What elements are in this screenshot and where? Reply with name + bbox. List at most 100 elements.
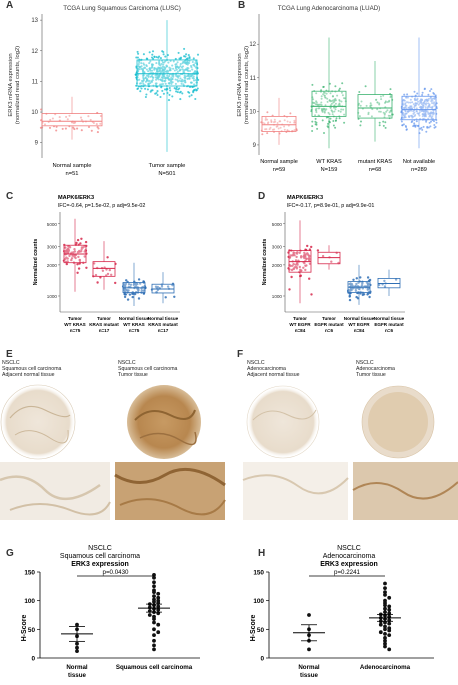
y-tick-label: 11: [32, 79, 39, 85]
data-point: [376, 108, 379, 111]
data-point: [425, 120, 428, 123]
data-point: [338, 102, 341, 105]
data-point: [76, 271, 79, 274]
data-point: [340, 100, 343, 103]
data-point: [156, 630, 161, 635]
data-point: [162, 50, 165, 54]
data-point: [336, 94, 339, 97]
data-point: [358, 102, 360, 105]
data-point: [184, 79, 187, 82]
xlabel1-normal-wt-d: Normal tissue: [344, 316, 375, 321]
box: [311, 90, 347, 117]
data-point: [74, 253, 77, 257]
data-point: [315, 92, 318, 95]
data-point: [152, 590, 156, 594]
data-point: [195, 89, 198, 92]
tma-core-tumor-e: [127, 385, 201, 459]
data-point: [433, 126, 436, 129]
caption-left-f-line2: Adenocarcinoma: [247, 366, 286, 372]
data-point: [150, 80, 153, 84]
data-point: [137, 297, 141, 300]
data-point: [322, 86, 325, 88]
y-tick-label: 1000: [47, 294, 58, 299]
data-point: [320, 95, 323, 98]
caption-right-f-line2: Adenocarcinoma: [356, 366, 395, 372]
data-point: [149, 60, 152, 63]
data-point: [416, 112, 419, 115]
data-point: [293, 121, 296, 124]
chart-panel-h: NSCLC Adenocarcinoma ERK3 expression H-S…: [250, 545, 434, 679]
data-point: [125, 279, 128, 282]
data-point: [383, 586, 387, 590]
data-point: [348, 282, 351, 286]
data-point: [341, 82, 344, 85]
box: [136, 59, 198, 87]
data-point: [425, 130, 428, 133]
data-point: [334, 85, 337, 88]
xlabel2-tumor-mut-c: KRAS mutant: [89, 322, 119, 327]
data-point: [192, 63, 195, 67]
data-point: [305, 264, 308, 267]
data-point: [415, 120, 418, 123]
data-point: [190, 75, 193, 78]
data-point: [387, 628, 392, 633]
panel-letter-d: D: [258, 191, 266, 202]
data-point: [151, 50, 155, 53]
data-point: [154, 67, 157, 70]
data-point: [422, 113, 424, 115]
data-point: [376, 101, 379, 104]
data-point: [425, 115, 427, 118]
data-point: [383, 113, 386, 116]
xlabel-tumor-a: Tumor sample: [149, 163, 186, 169]
data-point: [264, 117, 267, 119]
data-point: [187, 54, 190, 57]
data-point: [403, 106, 406, 109]
ylabel-line2-b: (normalized read counts, log2): [244, 46, 250, 124]
data-point: [411, 101, 414, 104]
xlabel2-tumor-wt-c: WT KRAS: [64, 322, 85, 327]
data-point: [70, 257, 74, 260]
data-point: [101, 269, 105, 272]
data-point: [307, 613, 311, 617]
data-point: [155, 78, 158, 81]
data-point: [383, 590, 387, 594]
data-point: [163, 88, 167, 91]
panel-letter-g: G: [6, 548, 14, 559]
data-point: [298, 265, 301, 269]
data-point: [192, 90, 195, 93]
data-point: [162, 63, 165, 66]
data-point: [147, 70, 150, 73]
data-point: [416, 102, 419, 105]
y-tick-label: 1000: [272, 294, 283, 299]
data-point: [99, 276, 102, 279]
data-point: [359, 276, 362, 279]
data-point: [70, 251, 73, 254]
xcount-normal-a: n=51: [65, 171, 78, 177]
xlabel1-tumor-wt-d: Tumor: [293, 316, 307, 321]
data-point: [311, 125, 314, 128]
data-point: [328, 82, 331, 85]
data-point: [178, 74, 181, 78]
data-point: [433, 124, 436, 126]
data-point: [80, 246, 84, 249]
y-tick-label: 10: [31, 110, 38, 116]
data-point: [349, 289, 352, 292]
tma-core-tumor-f: [361, 385, 435, 459]
data-point: [179, 63, 182, 66]
y-tick-label: 50: [257, 627, 265, 634]
data-point: [422, 105, 425, 107]
data-point: [152, 594, 156, 598]
data-point: [137, 65, 140, 68]
data-point: [379, 95, 382, 98]
data-point: [264, 128, 267, 131]
data-point: [176, 61, 179, 64]
data-point: [406, 93, 409, 96]
chart-title2-h: Adenocarcinoma: [323, 553, 376, 560]
data-point: [384, 126, 387, 129]
data-point: [194, 79, 197, 82]
data-point: [140, 65, 143, 68]
xlabel2-normal-wt-d: WT EGFR: [348, 322, 370, 327]
data-point: [80, 118, 83, 121]
data-point: [359, 104, 362, 107]
data-point: [360, 284, 364, 287]
